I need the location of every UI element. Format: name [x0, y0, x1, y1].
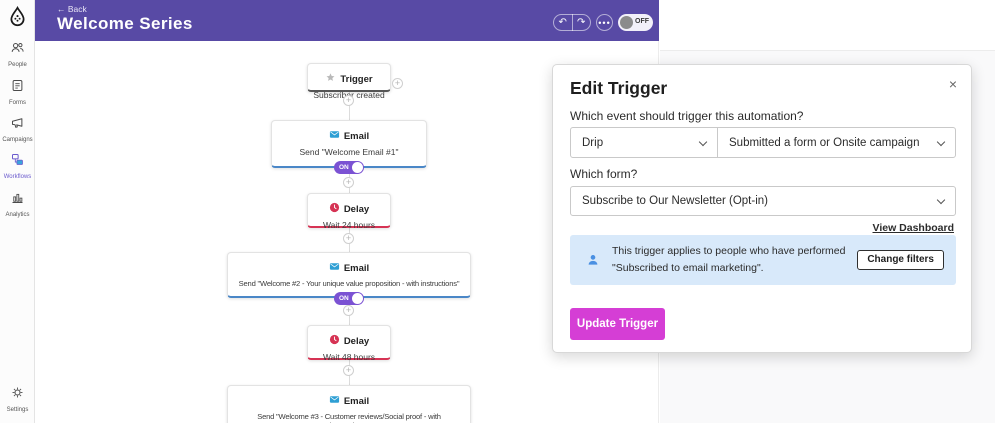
page-title: Welcome Series	[57, 14, 193, 33]
form-select-value: Subscribe to Our Newsletter (Opt-in)	[582, 195, 768, 207]
update-trigger-button[interactable]: Update Trigger	[570, 308, 665, 340]
node-subtitle: Wait 48 hours	[322, 352, 376, 362]
megaphone-icon	[10, 115, 25, 135]
sidebar-item-settings[interactable]: Settings	[0, 385, 35, 413]
add-step-button[interactable]: +	[343, 305, 354, 316]
workflow-header: ← Back Welcome Series ↶ ↷ ••• OFF	[35, 0, 659, 41]
form-select[interactable]: Subscribe to Our Newsletter (Opt-in)	[570, 186, 956, 216]
sidebar: People Forms Campaigns Workflows Analyti…	[0, 0, 35, 423]
event-select-value: Submitted a form or Onsite campaign	[729, 136, 920, 149]
edit-trigger-modal: Edit Trigger × Which event should trigge…	[552, 64, 972, 353]
sidebar-item-label: Workflows	[3, 174, 32, 180]
toggle-state-label: ON	[339, 295, 349, 302]
sidebar-item-label: Settings	[6, 407, 29, 413]
email-node-3[interactable]: Email Send "Welcome #3 - Customer review…	[227, 385, 471, 423]
event-select[interactable]: Submitted a form or Onsite campaign	[717, 127, 956, 158]
clock-icon	[329, 200, 340, 218]
ellipsis-icon: •••	[598, 17, 611, 28]
workflow-icon	[10, 152, 25, 172]
clock-icon	[329, 332, 340, 350]
node-title: Trigger	[340, 73, 373, 85]
sidebar-item-people[interactable]: People	[0, 40, 35, 68]
sidebar-item-label: Campaigns	[2, 137, 33, 143]
chevron-down-icon	[936, 195, 946, 205]
email-icon	[329, 259, 340, 277]
toggle-state-label: OFF	[635, 18, 649, 25]
undo-icon[interactable]: ↶	[558, 17, 567, 28]
email-icon	[329, 127, 340, 145]
toggle-knob	[620, 16, 633, 29]
chevron-down-icon	[698, 137, 708, 147]
node-subtitle: Wait 24 hours	[322, 220, 376, 230]
undo-redo-group: ↶ ↷	[553, 14, 591, 31]
form-question-label: Which form?	[570, 167, 638, 181]
sidebar-item-workflows[interactable]: Workflows	[0, 152, 35, 180]
node-subtitle: Send "Welcome #3 - Customer reviews/Soci…	[257, 412, 441, 423]
arrow-left-icon: ←	[57, 4, 66, 14]
event-question-label: Which event should trigger this automati…	[570, 109, 804, 123]
toggle-knob	[352, 293, 363, 304]
delay-node-1[interactable]: Delay Wait 24 hours	[307, 193, 391, 230]
back-button[interactable]: ← Back	[57, 4, 87, 14]
node-title: Email	[343, 262, 370, 274]
node-title: Email	[343, 130, 370, 142]
chevron-down-icon	[936, 137, 946, 147]
people-icon	[10, 40, 25, 60]
sidebar-item-label: Forms	[9, 100, 26, 106]
trigger-info-box: This trigger applies to people who have …	[570, 235, 956, 285]
node-subtitle: Send "Welcome #2 - Your unique value pro…	[238, 279, 460, 288]
sidebar-item-label: People	[8, 62, 27, 68]
toggle-knob	[352, 162, 363, 173]
add-step-button[interactable]: +	[343, 177, 354, 188]
change-filters-button[interactable]: Change filters	[857, 250, 944, 270]
redo-icon[interactable]: ↷	[577, 17, 586, 28]
star-icon	[325, 70, 336, 88]
workflow-status-toggle[interactable]: OFF	[618, 14, 653, 31]
gear-icon	[10, 385, 25, 405]
node-title: Email	[343, 395, 370, 407]
sidebar-item-forms[interactable]: Forms	[0, 78, 35, 106]
workflow-canvas: Trigger Subscriber created + + Email Sen…	[35, 41, 659, 423]
drip-logo-icon[interactable]	[7, 5, 28, 27]
email-node-2[interactable]: Email Send "Welcome #2 - Your unique val…	[227, 252, 471, 305]
sidebar-item-analytics[interactable]: Analytics	[0, 190, 35, 218]
delay-node-2[interactable]: Delay Wait 48 hours	[307, 325, 391, 362]
sidebar-item-label: Analytics	[5, 212, 30, 218]
node-title: Delay	[343, 335, 370, 347]
email-enabled-toggle[interactable]: ON	[334, 292, 364, 305]
provider-select[interactable]: Drip	[570, 127, 718, 158]
add-step-button[interactable]: +	[343, 365, 354, 376]
trigger-info-text: This trigger applies to people who have …	[612, 245, 846, 274]
email-node-1[interactable]: Email Send "Welcome Email #1" ON	[271, 120, 427, 174]
close-icon[interactable]: ×	[948, 76, 957, 92]
add-step-button[interactable]: +	[343, 95, 354, 106]
email-icon	[329, 392, 340, 410]
add-step-button[interactable]: +	[343, 233, 354, 244]
node-title: Delay	[343, 203, 370, 215]
divider	[571, 14, 573, 31]
view-dashboard-link[interactable]: View Dashboard	[872, 222, 955, 234]
node-subtitle: Send "Welcome Email #1"	[299, 147, 399, 157]
modal-title: Edit Trigger	[570, 78, 668, 98]
sidebar-item-campaigns[interactable]: Campaigns	[0, 115, 35, 143]
forms-icon	[10, 78, 25, 98]
more-button[interactable]: •••	[596, 14, 613, 31]
add-branch-button[interactable]: +	[392, 78, 403, 89]
email-enabled-toggle[interactable]: ON	[334, 161, 364, 174]
toggle-state-label: ON	[339, 164, 349, 171]
provider-select-value: Drip	[582, 136, 604, 149]
trigger-node[interactable]: Trigger Subscriber created	[307, 63, 391, 100]
analytics-icon	[10, 190, 25, 210]
